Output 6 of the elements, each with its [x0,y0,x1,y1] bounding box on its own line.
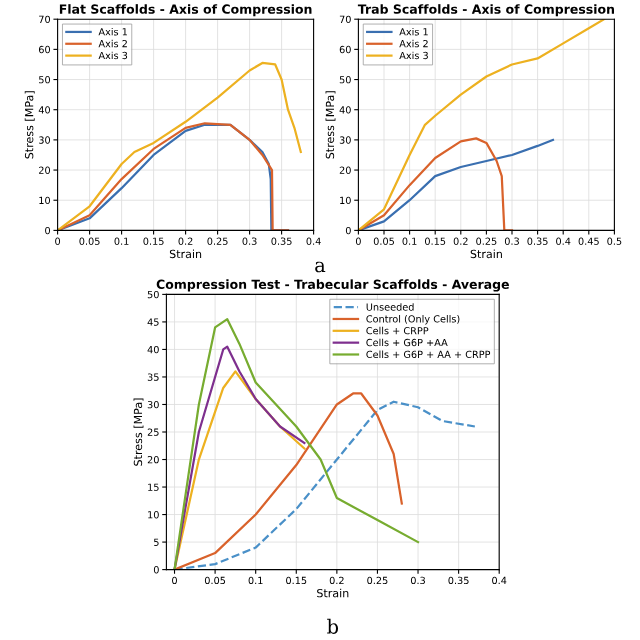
line-series [358,137,514,231]
line-series [173,392,403,570]
line-series [358,138,555,231]
text: b [327,618,339,634]
line-series [57,61,302,231]
text: a [315,261,326,273]
